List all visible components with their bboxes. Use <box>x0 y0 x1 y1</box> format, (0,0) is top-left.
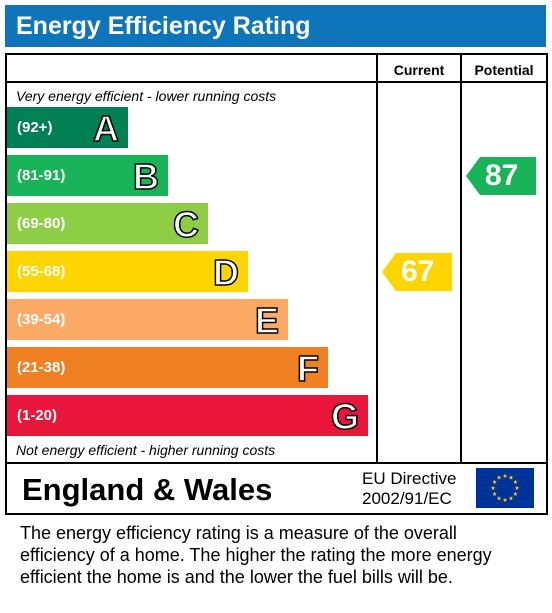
description-line: efficiency of a home. The higher the rat… <box>20 545 492 565</box>
band-c: (69-80) C <box>7 203 208 246</box>
top-note: Very energy efficient - lower running co… <box>16 88 277 104</box>
divider-potential <box>460 53 462 464</box>
band-letter: A <box>92 107 120 150</box>
directive-line-1: EU Directive <box>362 469 457 488</box>
title-bar: Energy Efficiency Rating <box>5 5 546 47</box>
band-f: (21-38) F <box>7 347 328 390</box>
directive-line-2: 2002/91/EC <box>362 489 452 508</box>
band-range-label: (39-54) <box>17 311 66 328</box>
description-line: The energy efficiency rating is a measur… <box>20 523 457 543</box>
band-letter: D <box>212 251 240 294</box>
band-d: (55-68) D <box>7 251 248 294</box>
rating-table <box>5 53 548 515</box>
bottom-note: Not energy efficient - higher running co… <box>16 442 276 458</box>
arrow-current: 67 <box>382 253 452 291</box>
band-range-label: (81-91) <box>17 167 66 184</box>
arrow-value: 67 <box>401 255 435 288</box>
description-line: efficient the home is and the lower the … <box>20 567 453 587</box>
region-label: England & Wales <box>22 472 273 507</box>
band-range-label: (55-68) <box>17 263 66 280</box>
band-letter: G <box>330 395 360 438</box>
description: The energy efficiency rating is a measur… <box>20 522 540 588</box>
page-title: Energy Efficiency Rating <box>16 12 311 40</box>
band-range-label: (92+) <box>17 119 53 136</box>
band-b: (81-91) B <box>7 155 168 198</box>
arrow-value: 87 <box>485 159 519 192</box>
band-letter: F <box>296 347 320 390</box>
arrow-potential: 87 <box>466 157 536 195</box>
band-g: (1-20) G <box>7 395 368 438</box>
header-divider <box>5 81 546 83</box>
column-header-potential: Potential <box>474 62 534 78</box>
band-range-label: (1-20) <box>17 407 58 424</box>
band-letter: C <box>172 203 200 246</box>
band-e: (39-54) E <box>7 299 288 342</box>
band-a: (92+) A <box>7 107 128 150</box>
footer-divider <box>5 462 546 464</box>
band-letter: E <box>254 299 280 342</box>
column-header-current: Current <box>393 62 445 78</box>
divider-current <box>376 53 378 464</box>
band-letter: B <box>132 155 160 198</box>
eu-flag-icon <box>476 468 534 508</box>
band-range-label: (21-38) <box>17 359 66 376</box>
band-range-label: (69-80) <box>17 215 66 232</box>
